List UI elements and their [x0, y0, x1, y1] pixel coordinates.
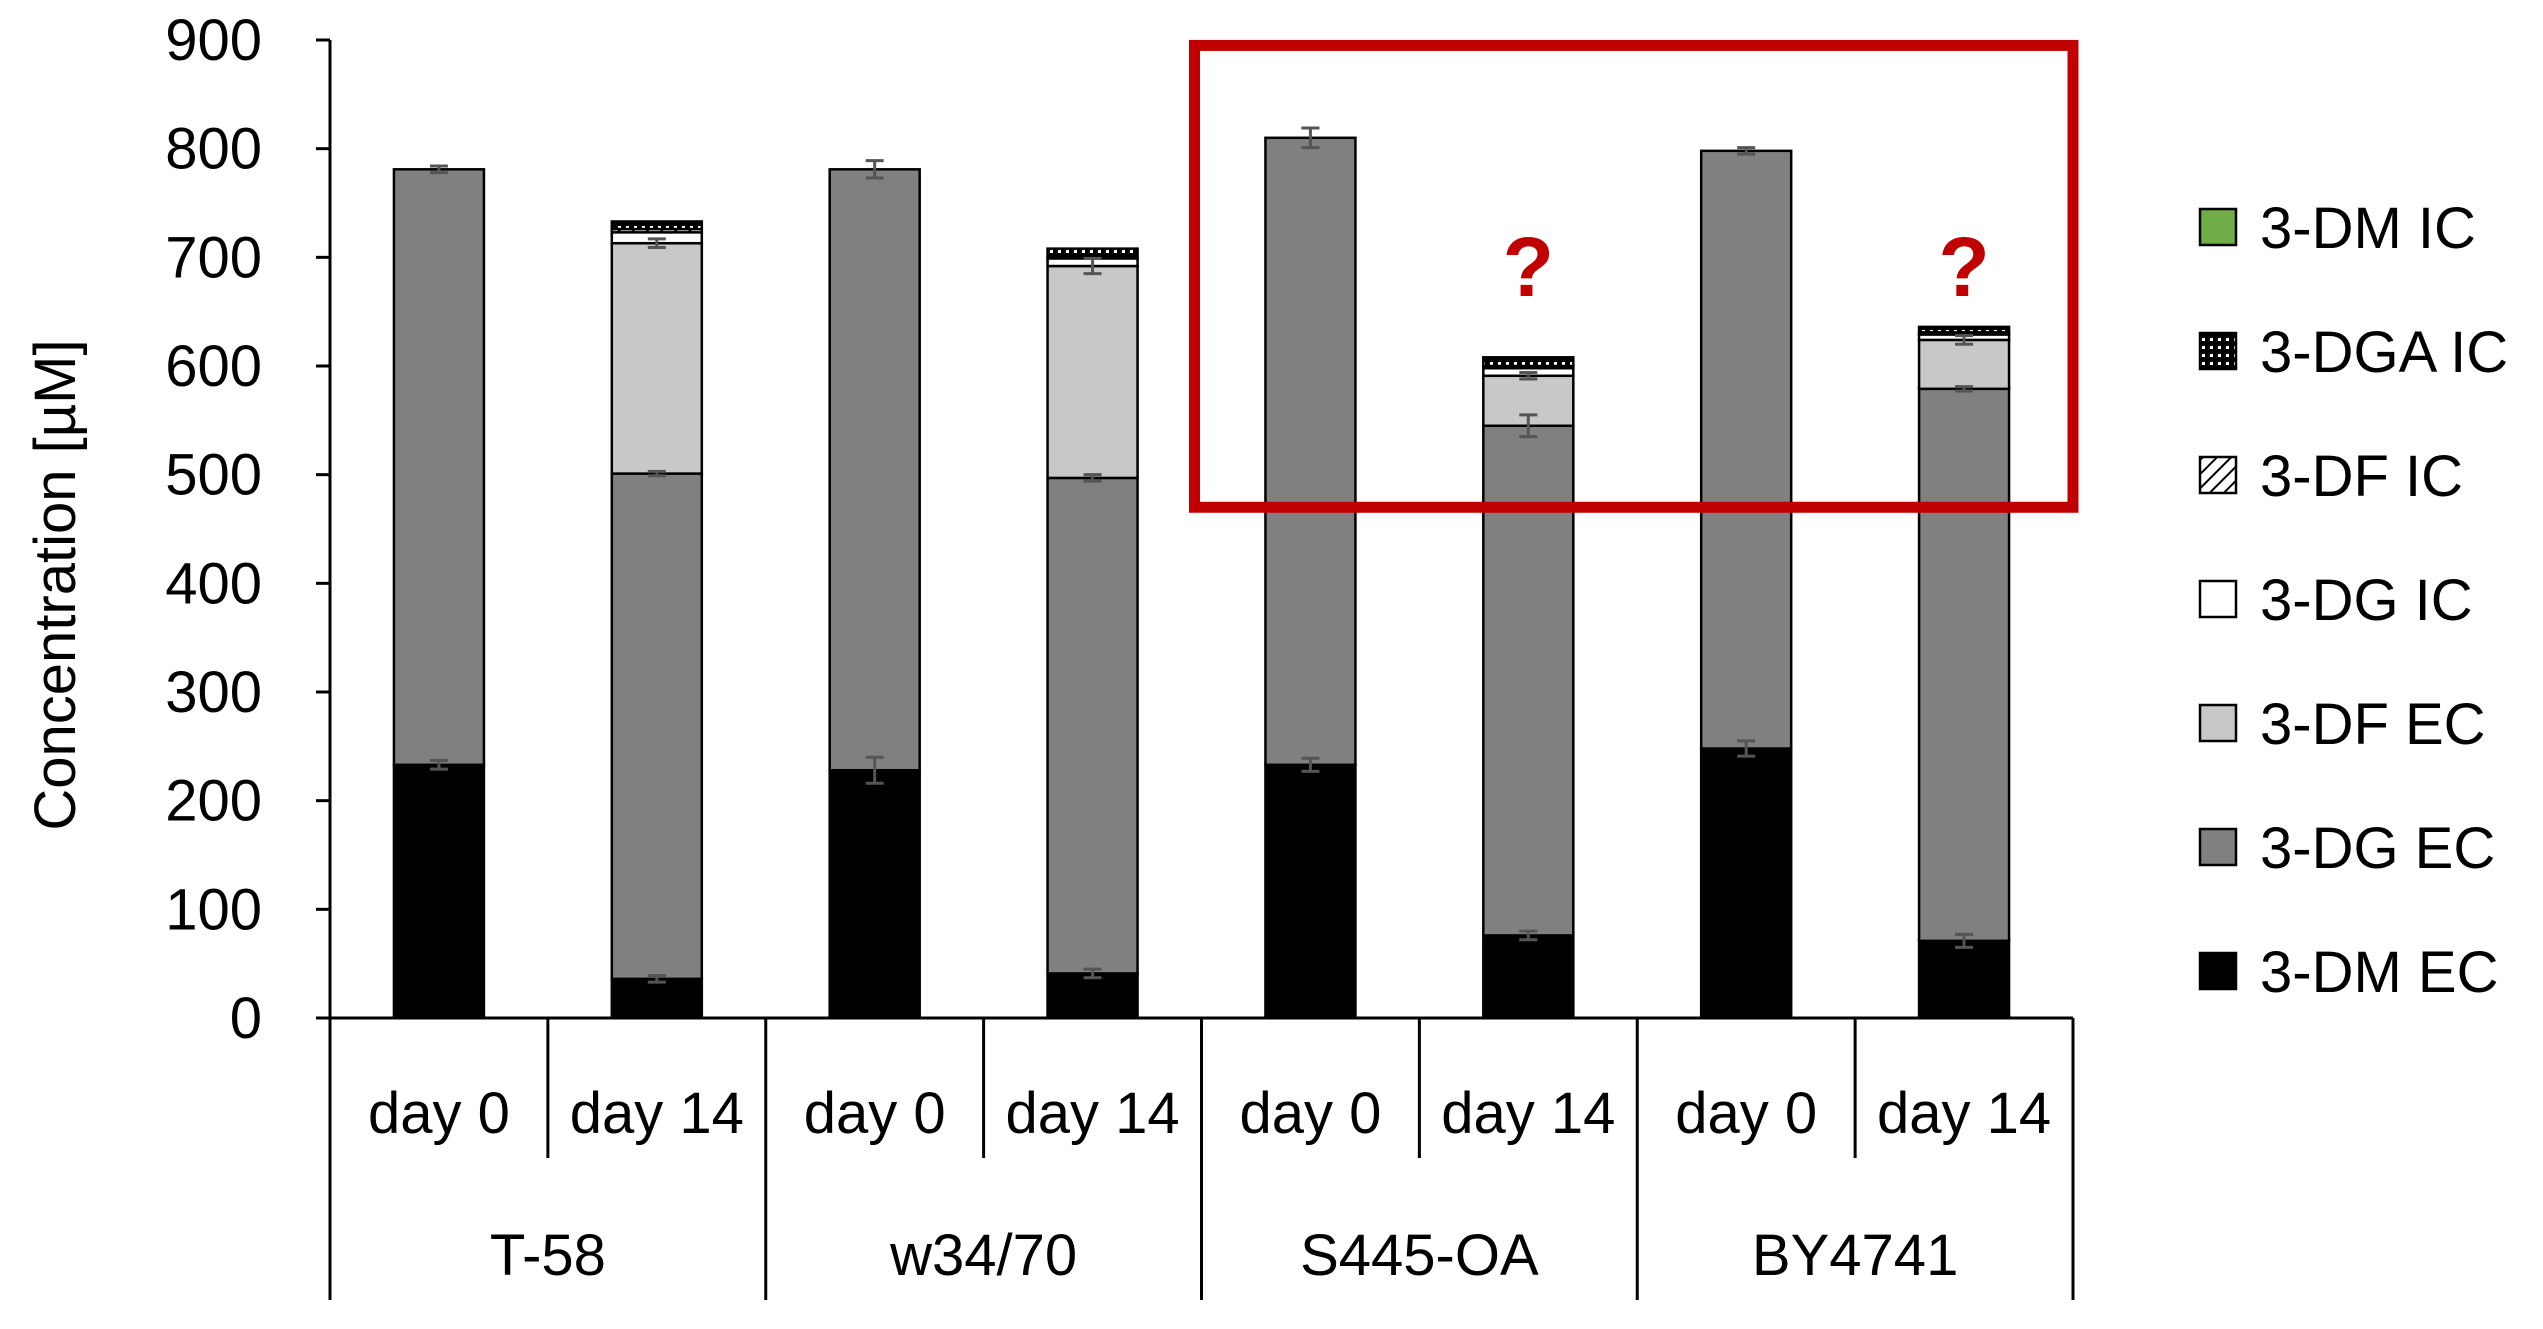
- bar-segment: [610, 977, 704, 1020]
- legend: 3-DM IC 3-DGA IC 3-DF IC 3-DG IC 3-DF EC 3-DG…: [2198, 196, 2508, 1005]
- y-tick-label: 500: [165, 443, 262, 508]
- legend-swatch: [2198, 951, 2238, 991]
- bar-segment: [1264, 136, 1357, 767]
- group-label: S445-OA: [1300, 1223, 1539, 1288]
- y-axis-title: Concentration [µM]: [23, 339, 88, 830]
- annotations: ??: [1503, 220, 1990, 314]
- legend-label: 3-DG IC: [2260, 568, 2473, 633]
- bars: [392, 136, 2011, 1020]
- group-label: T-58: [490, 1223, 606, 1288]
- legend-item: 3-DG EC: [2198, 816, 2495, 881]
- legend-item: 3-DF IC: [2198, 444, 2463, 509]
- group-label: w34/70: [889, 1223, 1077, 1288]
- legend-swatch: [2198, 331, 2238, 371]
- bar-segment: [1264, 763, 1357, 1020]
- bar-segment: [1699, 747, 1793, 1020]
- y-tick-label: 300: [165, 660, 262, 725]
- group-label: BY4741: [1752, 1223, 1958, 1288]
- legend-swatch: [2198, 579, 2238, 619]
- highlight-box: [1189, 39, 2079, 513]
- category-label: day 0: [1675, 1081, 1817, 1146]
- bar-segment: [1046, 476, 1139, 975]
- bar-segment: [828, 768, 921, 1020]
- y-tick-label: 200: [165, 769, 262, 834]
- category-label: day 14: [570, 1081, 744, 1146]
- bar-segment: [610, 220, 704, 231]
- category-label: day 14: [1005, 1081, 1179, 1146]
- bar-segment: [610, 472, 704, 981]
- legend-label: 3-DM IC: [2260, 196, 2476, 261]
- bar-segment: [392, 763, 486, 1020]
- category-label: day 0: [1239, 1081, 1381, 1146]
- bar-segment: [1917, 939, 2011, 1020]
- question-mark-annotation: ?: [1503, 220, 1554, 314]
- bar-segment: [1046, 264, 1139, 480]
- y-tick-label: 100: [165, 877, 262, 942]
- bar-segment: [1482, 934, 1575, 1020]
- category-label: day 0: [804, 1081, 946, 1146]
- highlight-rectangle: [1189, 39, 2079, 513]
- bar-segment: [392, 168, 486, 767]
- legend-swatch: [2198, 827, 2238, 867]
- legend-item: 3-DGA IC: [2198, 320, 2508, 385]
- bar-segment: [1482, 356, 1575, 368]
- legend-swatch: [2198, 455, 2238, 495]
- bar-segment: [1699, 149, 1793, 750]
- bar-segment: [1046, 972, 1139, 1020]
- y-tick-label: 700: [165, 225, 262, 290]
- category-label: day 14: [1441, 1081, 1615, 1146]
- y-tick-label: 0: [230, 986, 262, 1051]
- y-axis-ticks: 0 100 200 300 400 500 600 700 800 900: [165, 8, 330, 1051]
- legend-label: 3-DG EC: [2260, 816, 2495, 881]
- y-tick-label: 400: [165, 551, 262, 616]
- legend-swatch: [2198, 207, 2238, 247]
- error-bars: [429, 126, 1974, 984]
- bar-segment: [610, 241, 704, 475]
- bar-segment: [1917, 387, 2011, 943]
- category-labels: day 0 day 14 day 0 day 14 day 0 day 14 day 0 da…: [368, 1081, 2051, 1146]
- group-labels: T-58 w34/70 S445-OA BY4741: [490, 1223, 1958, 1288]
- legend-item: 3-DF EC: [2198, 692, 2486, 757]
- legend-label: 3-DF EC: [2260, 692, 2486, 757]
- axes: [328, 40, 2075, 1300]
- legend-swatch: [2198, 703, 2238, 743]
- question-mark-annotation: ?: [1938, 220, 1989, 314]
- legend-item: 3-DG IC: [2198, 568, 2473, 633]
- bar-segment: [828, 168, 921, 772]
- legend-item: 3-DM EC: [2198, 940, 2498, 1005]
- y-tick-label: 600: [165, 334, 262, 399]
- legend-item: 3-DM IC: [2198, 196, 2476, 261]
- y-tick-label: 900: [165, 8, 262, 73]
- legend-label: 3-DGA IC: [2260, 320, 2508, 385]
- category-label: day 14: [1877, 1081, 2051, 1146]
- category-label: day 0: [368, 1081, 510, 1146]
- bar-segment: [1917, 338, 2011, 391]
- y-tick-label: 800: [165, 117, 262, 182]
- legend-label: 3-DF IC: [2260, 444, 2463, 509]
- legend-label: 3-DM EC: [2260, 940, 2498, 1005]
- bar-segment: [1917, 325, 2011, 334]
- bar-segment: [1046, 247, 1139, 258]
